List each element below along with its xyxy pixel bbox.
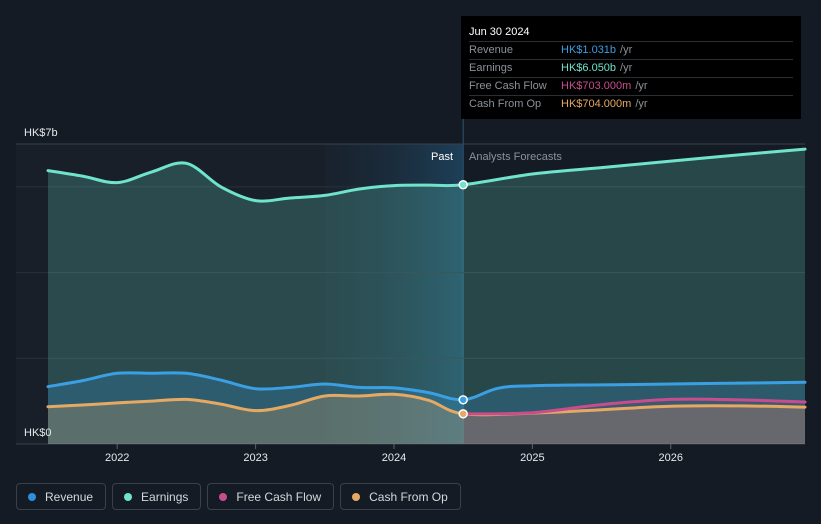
tooltip-row-unit: /yr [635,80,648,92]
revenue-line [46,371,807,402]
tooltip-row-unit: /yr [635,98,648,110]
legend-label: Revenue [45,489,94,504]
y-axis-bottom-label: HK$0 [24,427,52,439]
tooltip-panel: Jun 30 2024 Revenue HK$1.031b/yr Earnings H… [461,16,801,119]
legend-label: Earnings [141,489,189,504]
revenue-area [48,372,805,444]
tooltip-row-unit: /yr [620,62,633,74]
legend-label: Free Cash Flow [236,489,322,504]
legend-item-revenue[interactable]: Revenue [16,483,107,510]
legend: Revenue Earnings Free Cash Flow Cash From O… [16,483,461,510]
past-label: Past [431,151,453,163]
earnings-line [46,147,807,203]
cash-from-op-line [46,392,807,417]
legend-item-cash-from-op[interactable]: Cash From Op [340,483,461,510]
tooltip-date: Jun 30 2024 [469,26,530,38]
tooltip-row-cash-from-op: Cash From Op HK$704.000m/yr [469,95,793,113]
series-lines [46,147,807,417]
x-tick-label: 2023 [243,452,267,464]
gridlines [16,143,805,445]
area-fills [48,149,805,444]
hover-markers [458,179,468,419]
tooltip-row-label: Free Cash Flow [469,80,547,92]
tooltip-row-revenue: Revenue HK$1.031b/yr [469,41,793,59]
legend-item-free-cash-flow[interactable]: Free Cash Flow [207,483,335,510]
free-cash-flow-area [463,399,805,444]
cash-from-op-area [48,394,805,444]
y-axis-top-label: HK$7b [24,127,58,139]
legend-label: Cash From Op [369,489,448,504]
free-cash-flow-line [461,397,807,416]
x-tick-label: 2026 [659,452,683,464]
x-tick-label: 2022 [105,452,129,464]
tooltip-row-free-cash-flow: Free Cash Flow HK$703.000m/yr [469,77,793,95]
tooltip-row-label: Earnings [469,62,513,74]
legend-dot-icon [28,492,36,501]
earnings-marker [458,179,468,190]
cash-from-op-marker [458,409,468,419]
tooltip-row-value: HK$1.031b [561,44,617,56]
tooltip-row-value: HK$704.000m [561,98,632,110]
revenue-marker [458,395,468,405]
legend-item-earnings[interactable]: Earnings [112,483,202,510]
tooltip-row-earnings: Earnings HK$6.050b/yr [469,59,793,77]
tooltip-row-value: HK$703.000m [561,80,632,92]
tooltip-row-unit: /yr [620,44,633,56]
legend-dot-icon [124,492,133,501]
x-axis: 2022 2023 2024 2025 2026 [105,444,683,464]
x-tick-label: 2025 [520,452,544,464]
tooltip-row-label: Revenue [469,44,514,56]
x-tick-label: 2024 [382,452,406,464]
forecast-label: Analysts Forecasts [469,151,562,163]
earnings-area [48,149,805,444]
legend-dot-icon [219,492,228,501]
legend-dot-icon [352,492,361,501]
tooltip-row-label: Cash From Op [469,98,542,110]
tooltip-row-value: HK$6.050b [561,62,617,74]
